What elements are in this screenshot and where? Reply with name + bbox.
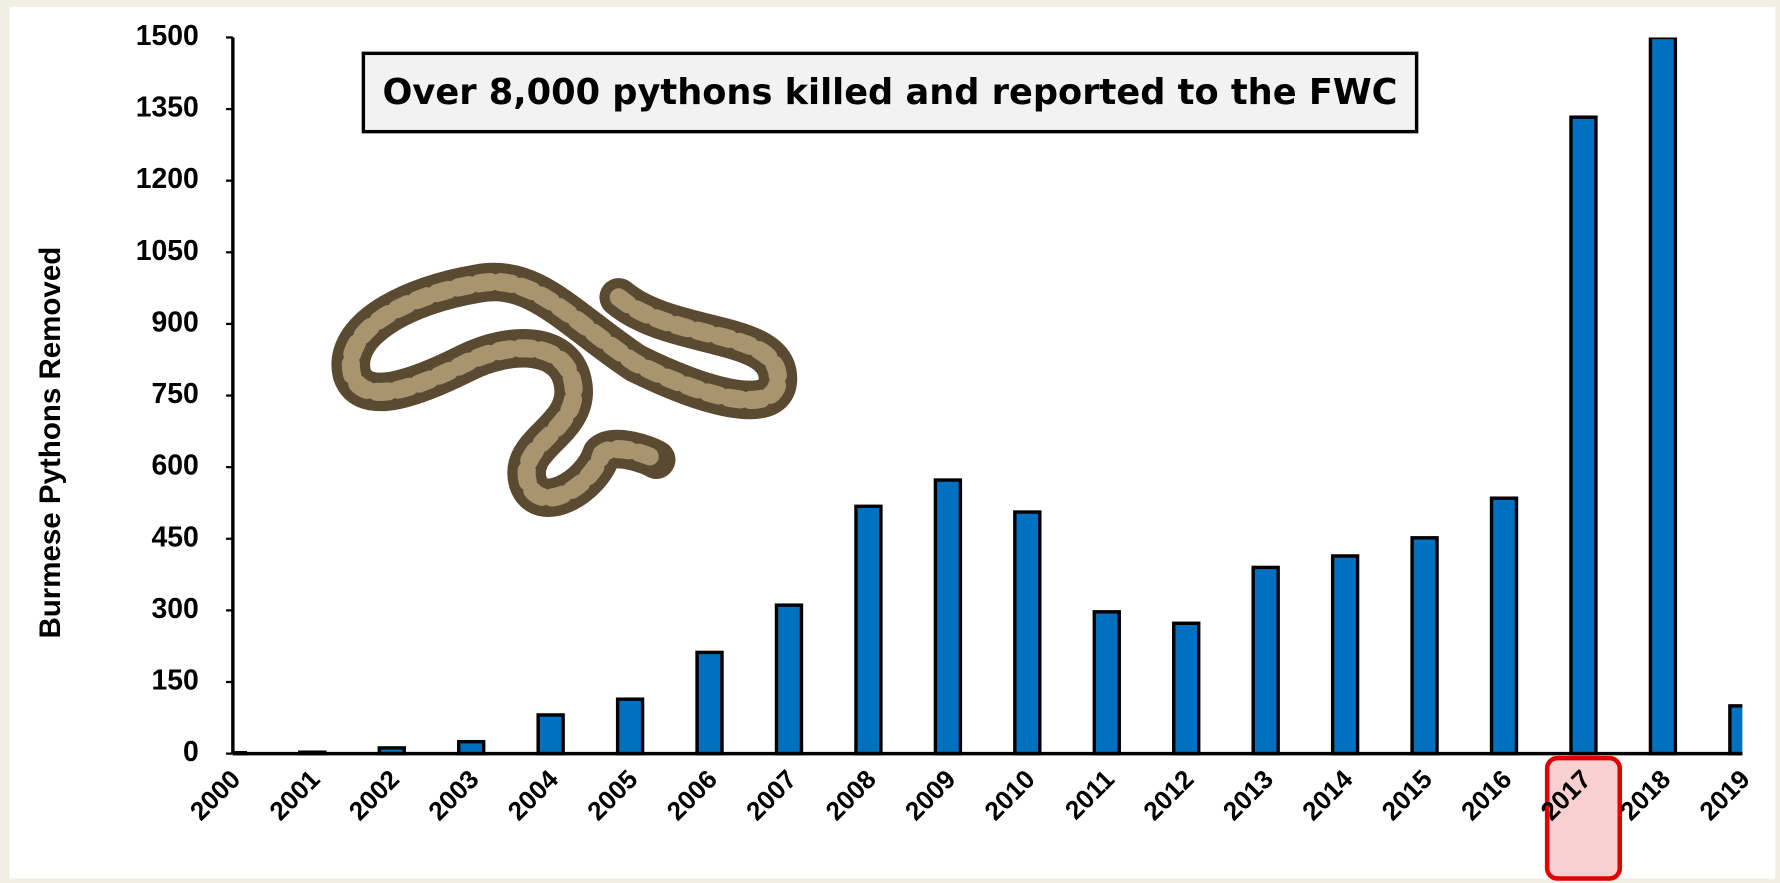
y-tick-label: 450 bbox=[151, 521, 198, 553]
highlight-box bbox=[1544, 755, 1623, 881]
bar bbox=[1489, 496, 1519, 756]
bar bbox=[615, 697, 645, 756]
y-tick-label: 0 bbox=[183, 736, 199, 768]
bar bbox=[1728, 704, 1743, 756]
y-tick-label: 1350 bbox=[136, 92, 199, 124]
y-tick-label: 750 bbox=[151, 378, 198, 410]
annotation: Over 8,000 pythons killed and reported t… bbox=[383, 72, 1398, 113]
bar bbox=[457, 739, 486, 756]
bar bbox=[1569, 115, 1598, 756]
python-illustration bbox=[331, 262, 797, 517]
bar bbox=[933, 478, 963, 756]
bar bbox=[1172, 621, 1201, 756]
bar bbox=[1013, 510, 1042, 756]
bar bbox=[536, 713, 565, 756]
annotation-box bbox=[361, 51, 1419, 134]
y-tick-label: 900 bbox=[151, 306, 198, 338]
y-tick-label: 1050 bbox=[136, 235, 199, 267]
y-tick-label: 1500 bbox=[136, 20, 199, 52]
y-axis-label: Burmese Pythons Removed bbox=[34, 247, 67, 639]
bar bbox=[774, 603, 804, 756]
bar bbox=[695, 650, 724, 756]
plot-background bbox=[9, 6, 1776, 879]
bar bbox=[1648, 37, 1678, 756]
y-tick-label: 300 bbox=[151, 593, 198, 625]
y-tick-label: 1200 bbox=[136, 163, 199, 195]
bar bbox=[1251, 565, 1280, 756]
y-tick-label: 600 bbox=[151, 450, 198, 482]
bar bbox=[1410, 536, 1439, 756]
bar bbox=[1330, 554, 1360, 756]
bar bbox=[1092, 610, 1121, 756]
y-tick-label: 150 bbox=[151, 664, 198, 696]
bar bbox=[854, 504, 883, 756]
